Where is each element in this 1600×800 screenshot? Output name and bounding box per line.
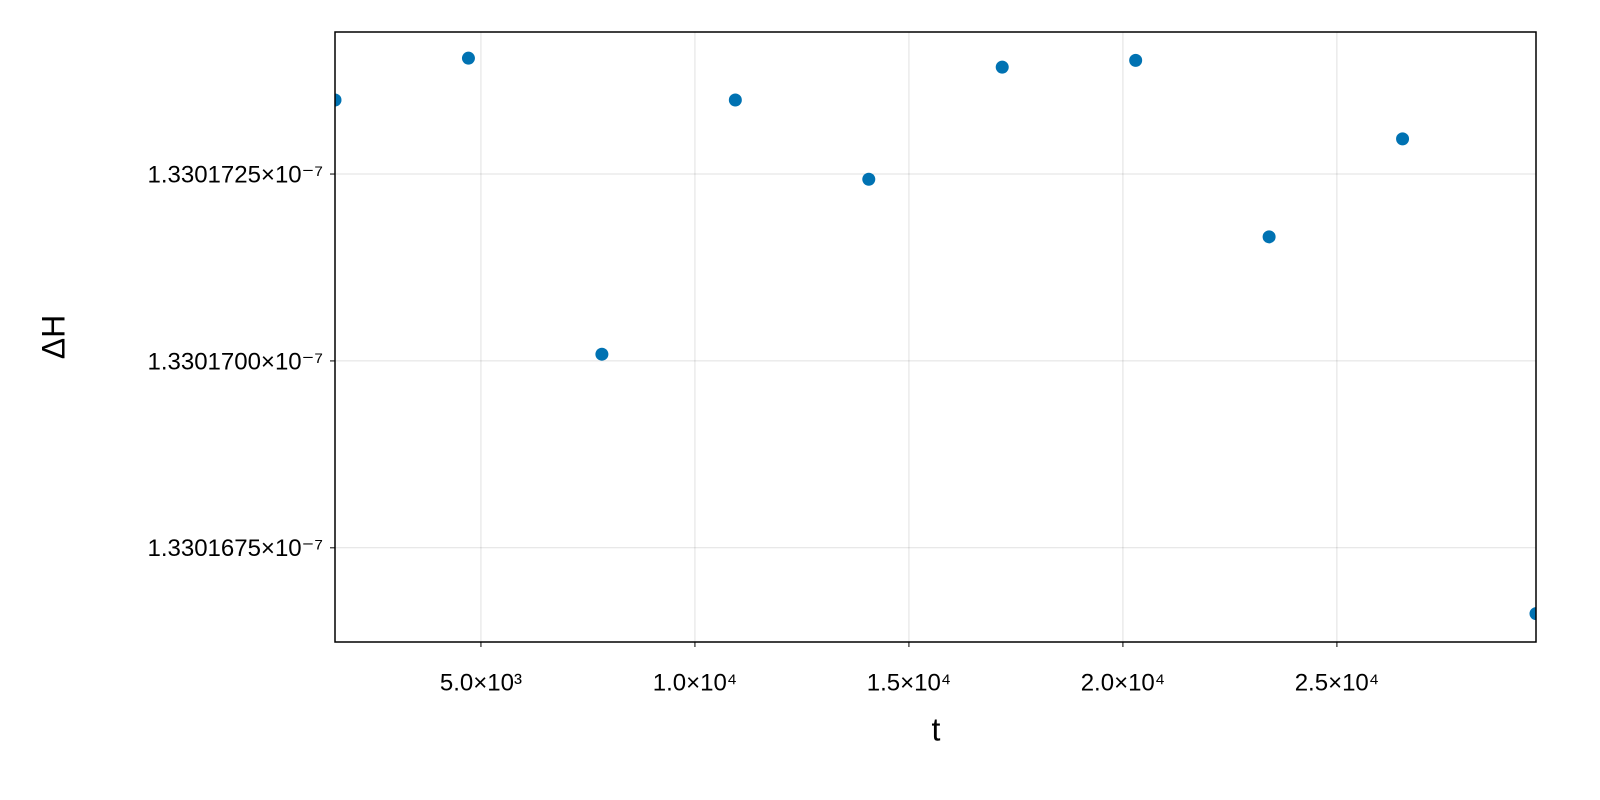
plot-frame (334, 31, 1537, 643)
point (461, 51, 475, 65)
point (335, 93, 342, 107)
y-tick-label: 1.3301675×10⁻⁷ (147, 535, 323, 562)
x-tick-label: 1.0×10⁴ (653, 669, 737, 696)
point (1129, 53, 1143, 67)
grid (335, 32, 1536, 642)
x-axis-label: t (932, 711, 941, 747)
x-tick-label: 2.0×10⁴ (1081, 669, 1165, 696)
x-tick-label: 2.5×10⁴ (1295, 669, 1379, 696)
point (1396, 132, 1410, 146)
y-tick-label: 1.3301725×10⁻⁷ (147, 161, 323, 188)
x-tick-label: 5.0×10³ (440, 669, 522, 696)
point (728, 93, 742, 107)
point (1529, 607, 1536, 621)
x-tick-label: 1.5×10⁴ (867, 669, 951, 696)
points (335, 51, 1536, 621)
y-tick-label: 1.3301700×10⁻⁷ (147, 348, 323, 375)
y-axis-label: ΔH (35, 315, 71, 359)
point (595, 347, 609, 361)
point (862, 172, 876, 186)
point (1262, 230, 1276, 244)
point (995, 60, 1009, 74)
